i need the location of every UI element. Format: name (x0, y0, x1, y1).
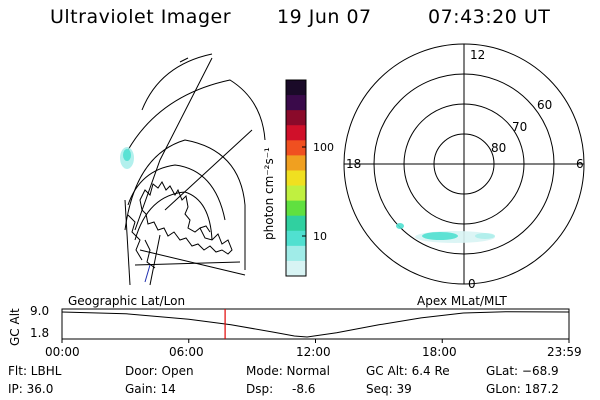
geo-latitude-arc (127, 79, 266, 151)
geo-aurora-spot (120, 147, 134, 169)
orbit-chart-frame (61, 308, 570, 340)
colorbar-segment (286, 260, 306, 277)
coastline (127, 214, 143, 261)
geographic-panel-label: Geographic Lat/Lon (68, 294, 186, 308)
orbit-y-axis-label: GC Alt (8, 308, 22, 346)
polar-panel-label: Apex MLat/MLT (417, 294, 507, 308)
geo-longitude-status: GLon: 187.2 (486, 382, 559, 396)
filter-status: Flt: LBHL (8, 364, 62, 378)
geo-meridian (164, 129, 253, 211)
colorbar-segment (286, 110, 306, 126)
colorbar-segment (286, 155, 306, 171)
mode-status: Mode: Normal (246, 364, 330, 378)
colorbar-segment (286, 215, 306, 232)
colorbar (285, 79, 307, 277)
colorbar-tick-100: 100 (313, 141, 334, 154)
colorbar-unit-label: photon cm⁻²s⁻¹ (262, 147, 276, 240)
door-status: Door: Open (125, 364, 194, 378)
orbit-x-tick-0600: 06:00 (169, 345, 204, 359)
dsp-status-value: -8.6 (292, 382, 316, 396)
polar-mlt-label-12: 12 (470, 48, 486, 62)
colorbar-segment (286, 230, 306, 247)
colorbar-segment (286, 245, 306, 262)
polar-mlt-label-18: 18 (346, 157, 362, 171)
orbit-x-tick-1800: 18:00 (422, 345, 457, 359)
colorbar-segment (286, 170, 306, 187)
coastline (144, 239, 156, 269)
geographic-panel (124, 53, 266, 286)
orbit-y-tick-1.8: 1.8 (30, 326, 50, 340)
colorbar-segment (286, 80, 306, 96)
orbit-y-tick-9: 9.0 (30, 304, 50, 318)
orbit-x-tick-0000: 00:00 (45, 345, 80, 359)
orbit-chart (61, 308, 570, 343)
ip-status: IP: 36.0 (8, 382, 54, 396)
colorbar-segment (286, 200, 306, 217)
geo-latitude-arc (127, 164, 226, 221)
polar-lat-label-70: 70 (512, 120, 528, 134)
orbit-x-tick-1200: 12:00 (296, 345, 331, 359)
meridian-marker (144, 264, 151, 283)
geo-meridian (149, 234, 161, 286)
geo-latitude-status: GLat: −68.9 (486, 364, 559, 378)
polar-panel (343, 43, 585, 285)
date-label: 19 Jun 07 (277, 6, 372, 28)
gain-status: Gain: 14 (125, 382, 176, 396)
polar-aurora-oval (396, 223, 495, 243)
colorbar-tick-10: 10 (313, 230, 327, 243)
colorbar-segment (286, 95, 306, 111)
geo-latitude-arc (141, 53, 213, 111)
polar-mlt-label-6: 6 (576, 157, 584, 171)
sequence-status: Seq: 39 (366, 382, 412, 396)
dsp-status-label: Dsp: (246, 382, 274, 396)
colorbar-segment (286, 185, 306, 202)
colorbar-frame (285, 79, 307, 277)
colorbar-segment (286, 125, 306, 141)
coastline (139, 181, 233, 255)
geo-meridian (139, 249, 246, 276)
geo-meridian (134, 57, 213, 231)
geo-meridian (124, 199, 131, 286)
instrument-title: Ultraviolet Imager (50, 6, 232, 28)
geo-meridian (134, 261, 241, 266)
orbit-x-tick-2359: 23:59 (547, 345, 582, 359)
polar-lat-label-60: 60 (537, 98, 553, 112)
colorbar-segment (286, 140, 306, 156)
geo-meridian (179, 57, 189, 63)
time-label: 07:43:20 UT (428, 6, 551, 28)
orbit-x-ticks (61, 339, 570, 343)
orbit-altitude-line (61, 311, 569, 338)
polar-mlt-label-0: 0 (468, 277, 476, 291)
coastline (199, 225, 211, 233)
polar-lat-label-80: 80 (491, 141, 507, 155)
gc-altitude-status: GC Alt: 6.4 Re (366, 364, 450, 378)
